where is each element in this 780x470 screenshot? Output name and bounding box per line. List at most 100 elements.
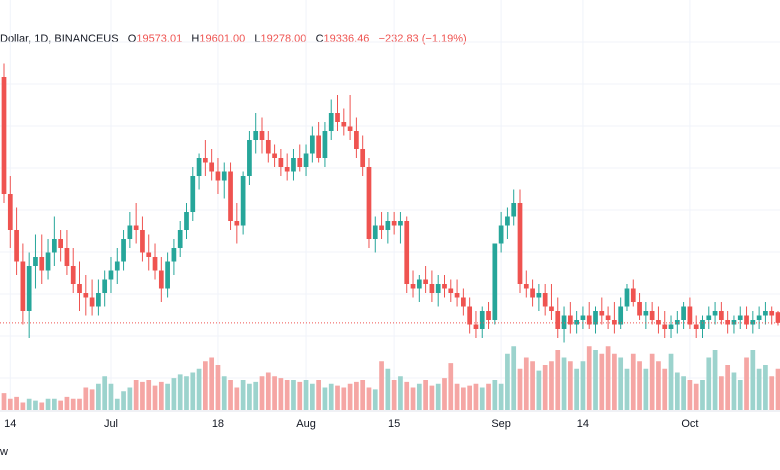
volume-bar xyxy=(385,368,391,410)
candle-body xyxy=(523,284,529,289)
x-tick-label: Jul xyxy=(104,418,118,430)
open-label: O xyxy=(127,33,137,45)
candle-body xyxy=(335,113,340,122)
volume-bar xyxy=(165,383,170,410)
volume-bar xyxy=(146,380,152,410)
candle-body xyxy=(70,266,76,284)
volume-bar xyxy=(681,376,686,410)
volume-bar xyxy=(486,383,491,410)
candle-body xyxy=(700,320,705,329)
volume-bar xyxy=(322,387,328,410)
volume-bar xyxy=(404,381,410,410)
candle-body xyxy=(45,252,51,271)
candle-body xyxy=(127,225,133,239)
volume-bar xyxy=(737,380,743,410)
candle-body xyxy=(637,302,642,316)
volume-bar xyxy=(523,357,529,410)
volume-bar xyxy=(498,383,504,410)
candle-body xyxy=(668,324,674,329)
candle-body xyxy=(96,293,101,307)
volume-bar xyxy=(70,398,76,410)
volume-bar xyxy=(574,368,579,410)
candle-body xyxy=(536,293,542,298)
volume-bar xyxy=(687,380,693,410)
volume-bar xyxy=(33,400,38,410)
x-tick-label: 15 xyxy=(388,418,400,430)
volume-bar xyxy=(303,380,309,410)
volume-bar xyxy=(693,383,699,410)
candle-body xyxy=(549,306,554,311)
candle-body xyxy=(328,113,334,131)
volume-bar xyxy=(203,361,208,410)
candle-body xyxy=(221,171,227,181)
candle-body xyxy=(505,216,510,226)
candle-body xyxy=(316,135,321,158)
candle-body xyxy=(492,243,498,320)
candle-body xyxy=(265,140,271,154)
candle-body xyxy=(158,270,164,289)
candle-body xyxy=(486,311,491,320)
volume-bar xyxy=(643,368,649,410)
volume-bar xyxy=(265,372,271,410)
volume-bar xyxy=(316,380,321,410)
candle-body xyxy=(410,284,416,289)
volume-bar xyxy=(83,387,89,410)
candle-body xyxy=(1,77,7,194)
candle-body xyxy=(114,261,120,271)
volume-bar xyxy=(45,398,51,410)
volume-bar xyxy=(630,353,636,410)
candle-body xyxy=(64,248,70,266)
volume-bar xyxy=(284,380,290,410)
candle-body xyxy=(429,284,435,293)
candle-body xyxy=(391,221,397,226)
volume-bar xyxy=(448,363,454,410)
candle-body xyxy=(712,311,718,316)
candle-body xyxy=(467,306,473,325)
volume-bar xyxy=(278,378,284,410)
candle-body xyxy=(215,171,221,181)
volume-bar xyxy=(479,387,485,410)
candle-body xyxy=(253,131,259,140)
volume-bar xyxy=(725,365,731,410)
volume-bar xyxy=(190,372,196,410)
x-tick-label: 18 xyxy=(212,418,224,430)
volume-bar xyxy=(567,361,573,410)
volume-bar xyxy=(612,353,617,410)
volume-bar xyxy=(297,381,303,410)
candle-body xyxy=(228,171,233,221)
volume-bar xyxy=(51,398,57,410)
x-axis: 14Jul18Aug15Sep14Oct17 xyxy=(0,410,780,430)
volume-bar xyxy=(605,346,611,410)
volume-bar xyxy=(599,353,605,410)
volume-bar xyxy=(341,387,347,410)
candle-body xyxy=(247,140,252,176)
volume-bar xyxy=(7,398,13,410)
volume-bar xyxy=(291,380,296,410)
candle-body xyxy=(102,279,108,293)
x-tick-label: 14 xyxy=(577,418,589,430)
volume-bar xyxy=(454,383,460,410)
candle-body xyxy=(322,131,328,158)
candle-body xyxy=(731,320,737,325)
candle-body xyxy=(347,126,353,131)
volume-bar xyxy=(410,387,416,410)
candle-body xyxy=(240,176,246,226)
volume-bar xyxy=(700,380,705,410)
candle-body xyxy=(423,279,428,284)
volume-bar xyxy=(649,353,655,410)
candle-body xyxy=(586,315,592,325)
volume-bar xyxy=(20,402,26,410)
volume-bar xyxy=(618,357,624,410)
volume-bar xyxy=(536,370,542,410)
candle-body xyxy=(146,252,152,257)
candle-body xyxy=(737,315,743,320)
candle-body xyxy=(744,315,749,325)
volume-bar xyxy=(423,380,428,410)
volume-bar xyxy=(555,350,561,410)
candle-body xyxy=(561,315,567,329)
volume-bar xyxy=(511,346,517,410)
x-tick-label: Sep xyxy=(491,418,511,430)
volume-bar xyxy=(1,393,7,410)
volume-bar xyxy=(442,378,447,410)
